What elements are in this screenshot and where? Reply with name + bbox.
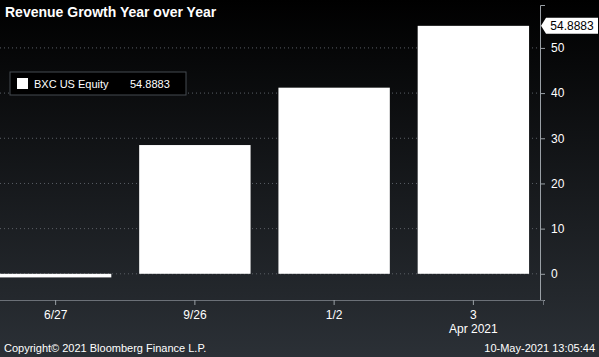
y-tick-label: 30 <box>551 132 565 146</box>
y-tick-mark <box>540 229 545 230</box>
legend-swatch <box>17 78 28 89</box>
x-tick: 6/27 <box>44 300 68 322</box>
x-period-label: Apr 2021 <box>449 322 498 336</box>
bar <box>139 145 250 274</box>
y-tick-label: 20 <box>551 177 565 191</box>
y-tick: 30 <box>540 132 565 146</box>
y-tick-label: 50 <box>551 41 565 55</box>
x-tick-label: 6/27 <box>44 308 68 322</box>
timestamp: 10-May-2021 13:05:44 <box>484 342 595 354</box>
y-tick: 40 <box>540 86 565 100</box>
x-axis-line <box>0 301 544 306</box>
y-tick-mark <box>540 183 545 184</box>
x-tick-label: 3 <box>470 308 477 322</box>
bars <box>0 26 529 278</box>
x-tick-label: 1/2 <box>326 308 343 322</box>
bar <box>278 88 389 274</box>
y-tick-mark <box>540 274 545 275</box>
x-tick-mark <box>194 300 195 305</box>
x-axis: 6/27 9/26 1/2 3 <box>0 300 544 322</box>
title: Revenue Growth Year over Year <box>5 4 217 20</box>
bar <box>0 274 111 278</box>
x-tick-mark <box>334 300 335 305</box>
y-tick: 20 <box>540 177 565 191</box>
background <box>0 0 599 357</box>
legend-label: BXC US Equity <box>34 78 109 90</box>
y-tick: 10 <box>540 222 565 236</box>
y-tick: 0 <box>540 267 558 281</box>
chart-svg: 0 10 20 30 40 50 6/27 9/26 1/2 3Apr 2021 54.8883 Re… <box>0 0 599 357</box>
y-tick-label: 0 <box>551 267 558 281</box>
y-tick: 50 <box>540 41 565 55</box>
y-tick-mark <box>540 48 545 49</box>
y-axis-line <box>541 6 546 301</box>
x-tick-label: 9/26 <box>183 308 207 322</box>
last-value-label: 54.8883 <box>550 19 594 33</box>
y-tick-mark <box>540 93 545 94</box>
x-tick: 1/2 <box>326 300 343 322</box>
x-tick-mark <box>473 300 474 305</box>
y-axis: 0 10 20 30 40 50 <box>540 6 565 301</box>
x-tick-mark <box>55 300 56 305</box>
y-tick-label: 10 <box>551 222 565 236</box>
legend-value: 54.8883 <box>130 78 170 90</box>
legend-box <box>10 72 186 95</box>
legend: BXC US Equity 54.8883 <box>10 72 186 95</box>
y-tick-label: 40 <box>551 86 565 100</box>
bar <box>418 26 529 274</box>
x-tick: 9/26 <box>183 300 207 322</box>
y-tick-mark <box>540 138 545 139</box>
x-tick: 3 <box>470 300 477 322</box>
copyright: Copyright© 2021 Bloomberg Finance L.P. <box>4 342 206 354</box>
last-value-tag <box>541 18 598 34</box>
